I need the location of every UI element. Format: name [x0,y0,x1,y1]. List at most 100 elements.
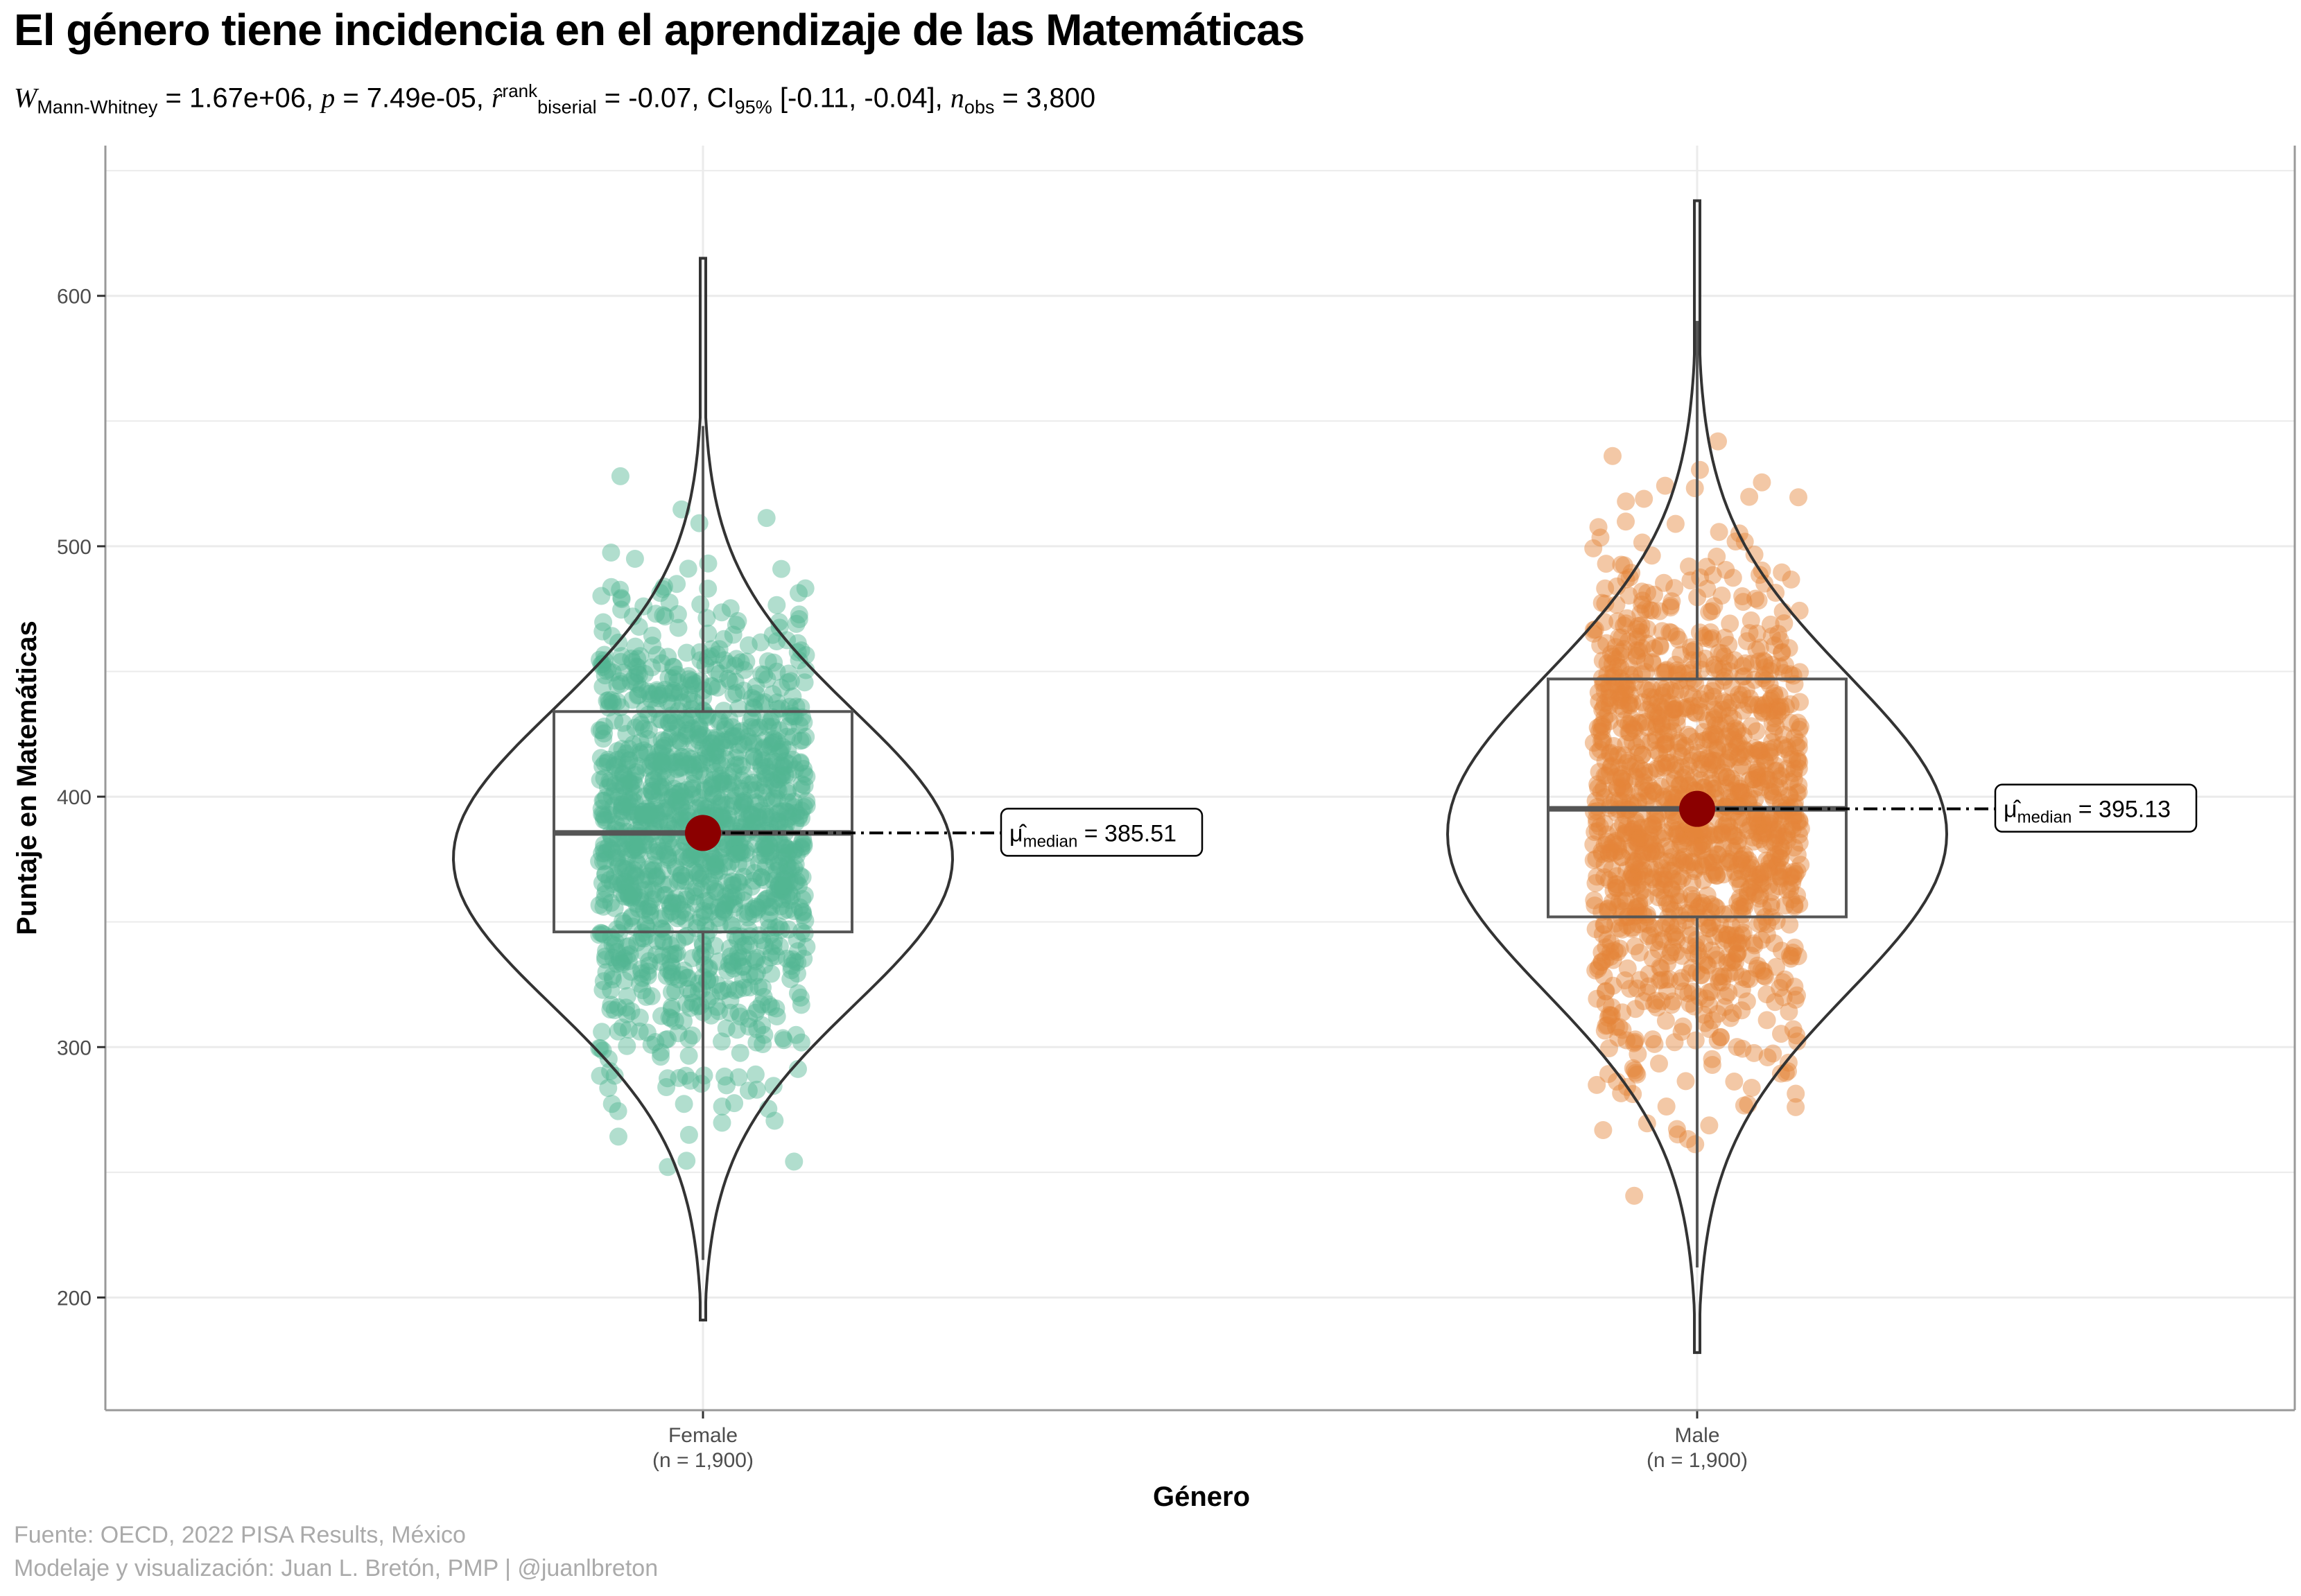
data-point [1597,634,1616,652]
data-point [612,875,631,893]
data-point [736,795,754,814]
data-point [657,1030,675,1049]
data-point [1646,688,1665,707]
data-point [729,930,747,949]
data-point [729,855,748,874]
data-point [642,809,661,828]
data-point [745,748,763,766]
data-point [618,1036,636,1055]
data-point [695,779,714,797]
data-point [1647,860,1665,879]
data-point [640,956,659,975]
data-point [793,868,812,887]
data-point [1593,701,1612,719]
data-point [632,715,651,734]
data-point [1741,970,1759,988]
data-point [727,749,745,767]
data-point [1656,1012,1675,1030]
data-point [650,766,668,785]
data-point [771,802,790,821]
data-point [1644,815,1662,834]
data-point [1723,781,1742,800]
data-point [752,801,771,819]
data-point [1753,899,1772,917]
data-point [605,711,624,730]
data-point [639,730,657,748]
data-point [594,972,613,991]
data-point [659,851,678,869]
data-point [784,842,803,861]
data-point [590,896,609,914]
data-point [706,937,724,955]
data-point [1755,652,1774,671]
data-point [685,861,704,880]
data-point [1632,731,1651,749]
data-point [708,788,727,806]
data-point [596,844,614,862]
data-point [1741,689,1760,708]
data-point [758,652,777,670]
data-point [1643,815,1662,834]
data-point [781,672,800,691]
data-point [723,953,742,971]
data-point [703,775,722,794]
data-point [1765,934,1784,953]
data-point [729,1068,748,1086]
data-point [623,864,642,883]
data-point [654,933,673,951]
data-point [1606,767,1625,786]
data-point [1617,878,1636,897]
data-point [752,868,771,887]
data-point [756,758,774,777]
data-point [770,743,788,762]
data-point [618,987,636,1005]
data-point [711,774,729,793]
data-point [745,813,763,831]
data-point [1667,825,1686,844]
data-point [1721,614,1739,633]
data-point [628,658,647,677]
data-point [620,1021,638,1039]
data-point [727,616,745,634]
data-point [1789,749,1807,768]
data-point [775,836,794,855]
data-point [606,782,625,801]
data-point [627,894,645,913]
data-point [1644,702,1662,721]
data-point [1744,770,1763,789]
data-point [672,842,691,860]
data-point [786,813,805,832]
data-point [620,790,639,809]
data-point [606,933,625,951]
data-point [1765,636,1784,654]
data-point [790,876,808,895]
data-point [1708,866,1726,885]
data-point [654,756,672,775]
data-point [1651,777,1670,796]
data-point [1615,824,1633,843]
data-point [632,871,651,890]
data-point [720,955,738,973]
data-point [1757,770,1776,789]
data-point [695,956,714,974]
ci-subscript: 95% [734,96,772,118]
data-point [1656,870,1675,889]
data-point [667,769,686,787]
data-point [608,943,627,961]
data-point [658,846,677,865]
data-point [762,735,781,753]
data-point [1584,835,1603,853]
data-point [1631,604,1650,623]
data-point [629,841,647,860]
data-point [1709,432,1727,451]
data-point [700,876,718,894]
data-point [729,948,748,967]
data-point [1674,834,1692,853]
data-point [1711,716,1730,735]
data-point [726,981,745,1000]
data-point [608,676,627,695]
data-point [1733,898,1752,917]
data-point [750,773,769,792]
data-point [650,710,669,729]
data-point [1733,1001,1751,1020]
